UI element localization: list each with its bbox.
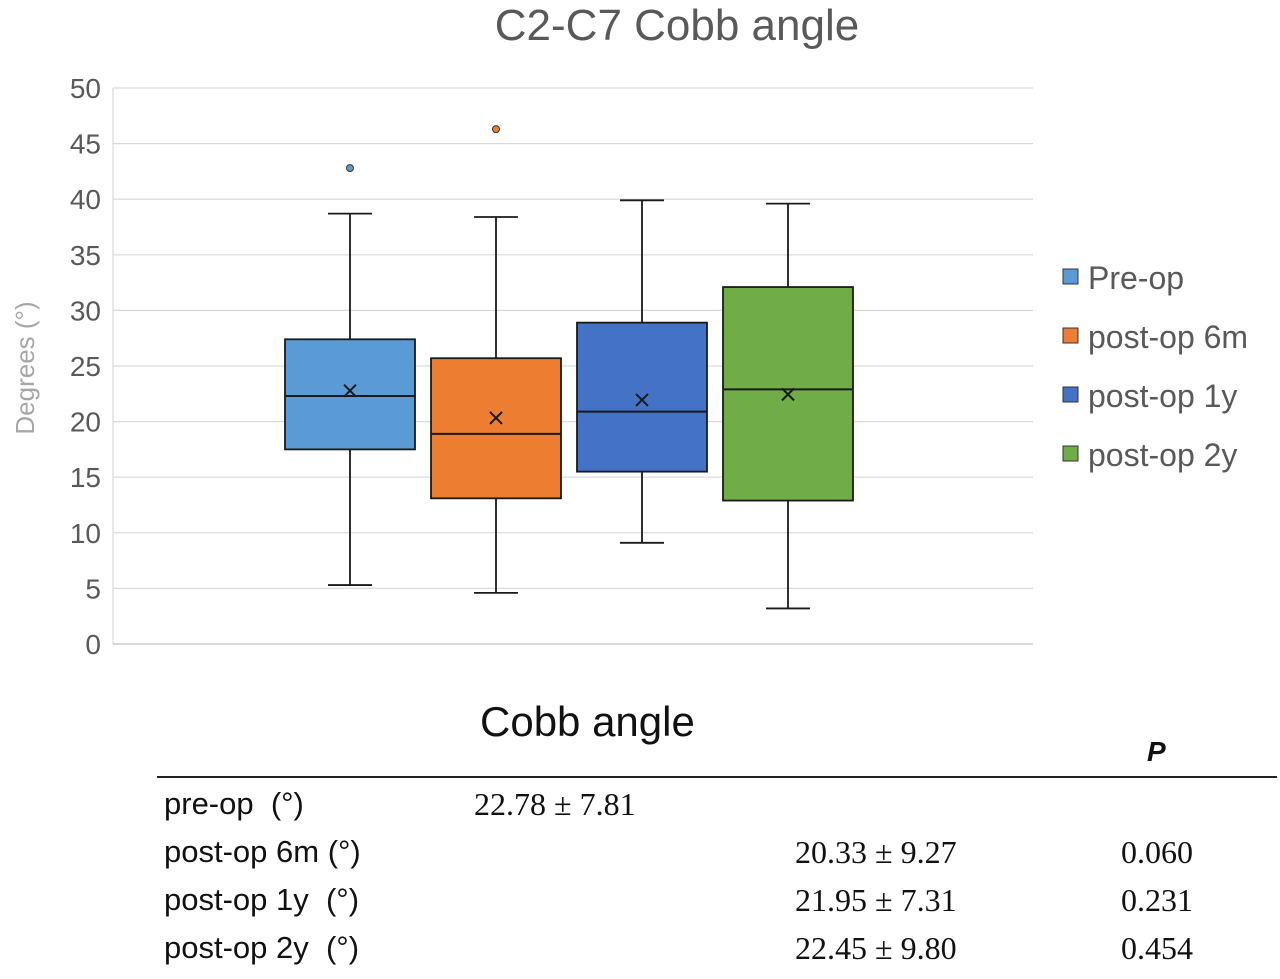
y-tick-label: 25 — [70, 351, 101, 382]
table-header-rule — [157, 776, 1277, 778]
mean-marker — [343, 383, 357, 398]
row-p-value: 0.231 — [1121, 882, 1193, 918]
box-3 — [576, 321, 708, 473]
y-tick-label: 35 — [70, 240, 101, 271]
legend-label: post-op 6m — [1088, 319, 1248, 355]
box-plot-chart: C2-C7 Cobb angle 0 5 10 15 20 25 30 35 40 45 50 Degr… — [10, 1, 1248, 660]
y-tick-label: 10 — [70, 518, 101, 549]
y-tick-label: 0 — [85, 629, 101, 660]
mean-marker — [489, 411, 503, 425]
table-row: post-op 2y (°) 22.45 ± 9.80 0.454 — [0, 930, 1280, 974]
y-tick-label: 5 — [85, 573, 101, 604]
results-table: Cobb angle P pre-op (°) 22.78 ± 7.81 pos… — [0, 690, 1280, 979]
y-axis-label: Degrees (°) — [10, 301, 40, 434]
table-title: Cobb angle — [480, 698, 695, 745]
legend-swatch — [1062, 386, 1079, 403]
legend-label: post-op 1y — [1088, 378, 1237, 414]
y-tick-label: 50 — [70, 73, 101, 104]
p-value-header: P — [1147, 736, 1166, 767]
row-label: pre-op (°) — [164, 786, 304, 821]
legend-label: post-op 2y — [1088, 437, 1237, 473]
legend-swatch — [1062, 327, 1079, 344]
row-value-post: 20.33 ± 9.27 — [795, 834, 957, 870]
row-label: post-op 6m (°) — [164, 834, 361, 869]
box-2 — [430, 357, 562, 500]
y-tick-label: 30 — [70, 295, 101, 326]
outlier-point — [492, 125, 500, 134]
row-value-post: 22.45 ± 9.80 — [795, 930, 957, 966]
chart-title: C2-C7 Cobb angle — [495, 1, 859, 50]
row-p-value: 0.060 — [1121, 834, 1193, 870]
row-label: post-op 2y (°) — [164, 930, 360, 965]
y-tick-label: 15 — [70, 462, 101, 493]
row-value-pre: 22.78 ± 7.81 — [474, 786, 636, 822]
table-row: post-op 1y (°) 21.95 ± 7.31 0.231 — [0, 882, 1280, 926]
table-row: post-op 6m (°) 20.33 ± 9.27 0.060 — [0, 834, 1280, 878]
legend-swatch — [1062, 445, 1079, 462]
mean-marker — [635, 393, 649, 407]
y-tick-label: 40 — [70, 184, 101, 215]
row-label: post-op 1y (°) — [164, 882, 360, 917]
y-tick-label: 45 — [70, 129, 101, 160]
y-tick-label: 20 — [70, 407, 101, 438]
legend-label: Pre-op — [1088, 260, 1184, 296]
box-1 — [284, 338, 416, 451]
table-row: pre-op (°) 22.78 ± 7.81 — [0, 786, 1280, 830]
outlier-point — [346, 164, 354, 173]
mean-marker — [781, 387, 795, 402]
legend-swatch — [1062, 268, 1079, 285]
row-p-value: 0.454 — [1121, 930, 1193, 966]
row-value-post: 21.95 ± 7.31 — [795, 882, 957, 918]
